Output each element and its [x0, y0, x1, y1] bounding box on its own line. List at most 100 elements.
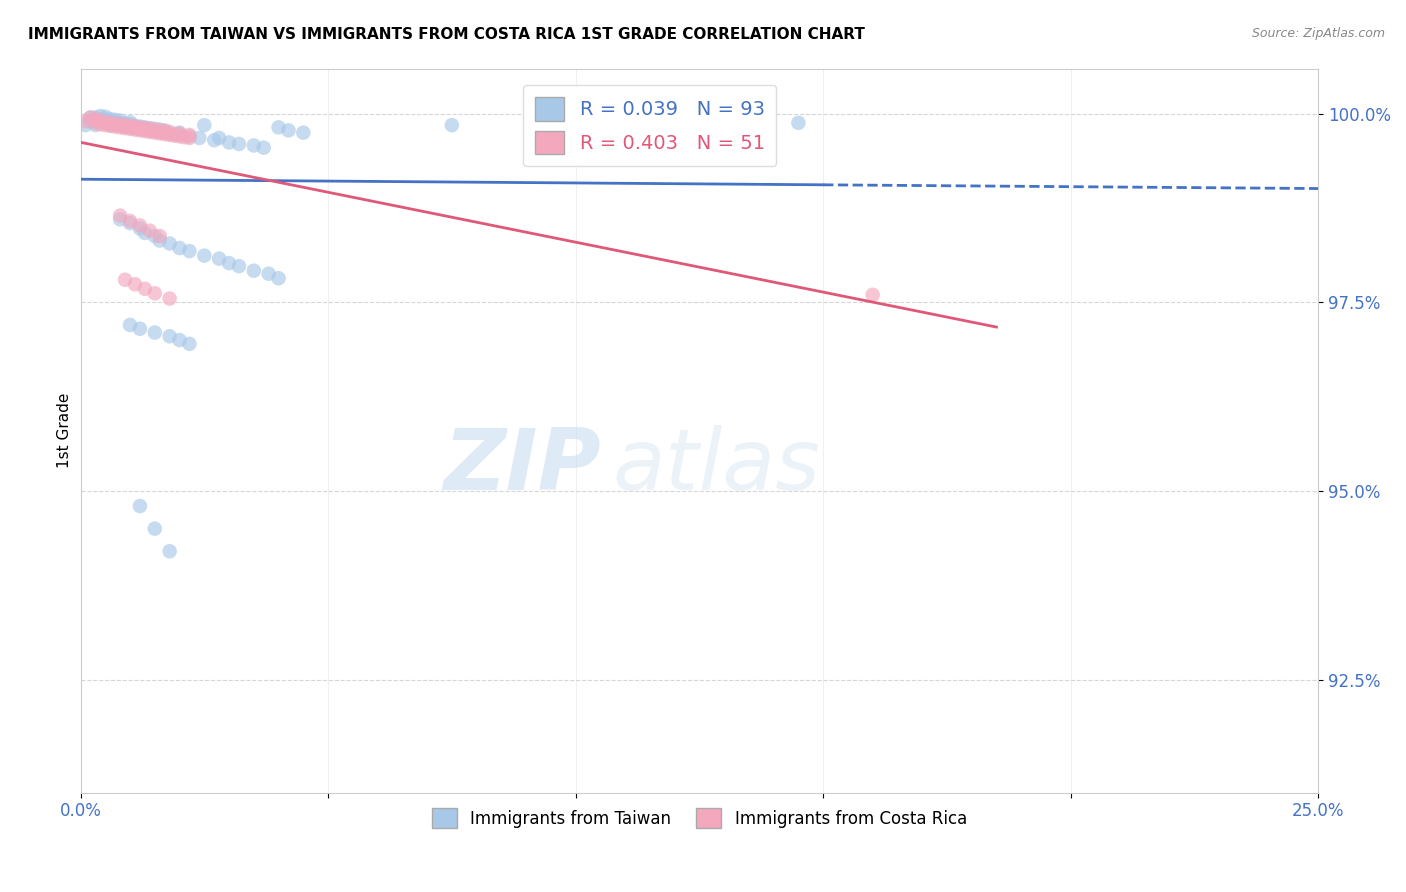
Point: [292, 126, 315, 140]
Point: [163, 128, 186, 143]
Point: [143, 121, 166, 136]
Point: [267, 120, 290, 135]
Point: [218, 136, 240, 150]
Point: [104, 120, 127, 134]
Point: [134, 120, 156, 135]
Point: [104, 115, 127, 129]
Point: [243, 138, 266, 153]
Point: [114, 118, 136, 132]
Point: [84, 118, 107, 132]
Point: [143, 126, 166, 140]
Point: [169, 126, 191, 140]
Point: [129, 322, 152, 336]
Point: [108, 117, 131, 131]
Point: [118, 117, 141, 131]
Point: [84, 111, 107, 125]
Point: [89, 109, 111, 123]
Point: [108, 212, 131, 227]
Point: [173, 130, 195, 145]
Point: [124, 120, 146, 134]
Point: [89, 113, 111, 128]
Point: [159, 329, 181, 343]
Point: [139, 121, 162, 136]
Point: [129, 221, 152, 235]
Point: [94, 112, 117, 127]
Point: [134, 282, 156, 296]
Point: [98, 116, 121, 130]
Point: [179, 244, 201, 258]
Text: Source: ZipAtlas.com: Source: ZipAtlas.com: [1251, 27, 1385, 40]
Point: [153, 123, 176, 137]
Point: [149, 123, 172, 137]
Point: [98, 118, 121, 132]
Point: [149, 229, 172, 244]
Point: [118, 115, 141, 129]
Point: [129, 123, 152, 137]
Point: [84, 116, 107, 130]
Point: [153, 126, 176, 140]
Point: [208, 131, 231, 145]
Point: [153, 127, 176, 141]
Point: [257, 267, 280, 281]
Point: [89, 117, 111, 131]
Point: [75, 114, 97, 128]
Point: [134, 122, 156, 136]
Point: [108, 116, 131, 130]
Point: [159, 128, 181, 142]
Point: [124, 122, 146, 136]
Point: [134, 121, 156, 136]
Point: [94, 116, 117, 130]
Point: [143, 286, 166, 301]
Point: [98, 119, 121, 133]
Point: [139, 123, 162, 137]
Point: [94, 118, 117, 132]
Point: [169, 128, 191, 142]
Point: [108, 120, 131, 135]
Point: [118, 120, 141, 135]
Point: [139, 121, 162, 136]
Point: [98, 112, 121, 126]
Point: [129, 121, 152, 136]
Point: [179, 129, 201, 144]
Point: [143, 124, 166, 138]
Point: [118, 318, 141, 332]
Point: [75, 118, 97, 132]
Point: [159, 544, 181, 558]
Point: [143, 522, 166, 536]
Point: [89, 114, 111, 128]
Point: [84, 112, 107, 126]
Point: [193, 249, 215, 263]
Point: [153, 124, 176, 138]
Point: [149, 125, 172, 139]
Point: [228, 259, 250, 273]
Point: [208, 252, 231, 266]
Point: [79, 111, 101, 125]
Point: [89, 112, 111, 126]
Point: [253, 141, 276, 155]
Point: [108, 113, 131, 128]
Point: [149, 234, 172, 248]
Point: [79, 111, 101, 125]
Point: [188, 131, 211, 145]
Point: [143, 326, 166, 340]
Point: [267, 271, 290, 285]
Point: [139, 125, 162, 139]
Point: [143, 122, 166, 136]
Point: [440, 118, 463, 132]
Point: [159, 292, 181, 306]
Point: [163, 127, 186, 141]
Point: [169, 127, 191, 141]
Point: [114, 121, 136, 136]
Point: [139, 224, 162, 238]
Point: [159, 127, 181, 141]
Point: [114, 120, 136, 134]
Point: [218, 256, 240, 270]
Point: [94, 115, 117, 129]
Legend: Immigrants from Taiwan, Immigrants from Costa Rica: Immigrants from Taiwan, Immigrants from …: [425, 801, 973, 835]
Point: [243, 263, 266, 277]
Point: [202, 133, 225, 147]
Y-axis label: 1st Grade: 1st Grade: [58, 392, 72, 468]
Point: [118, 119, 141, 133]
Point: [104, 118, 127, 132]
Point: [108, 119, 131, 133]
